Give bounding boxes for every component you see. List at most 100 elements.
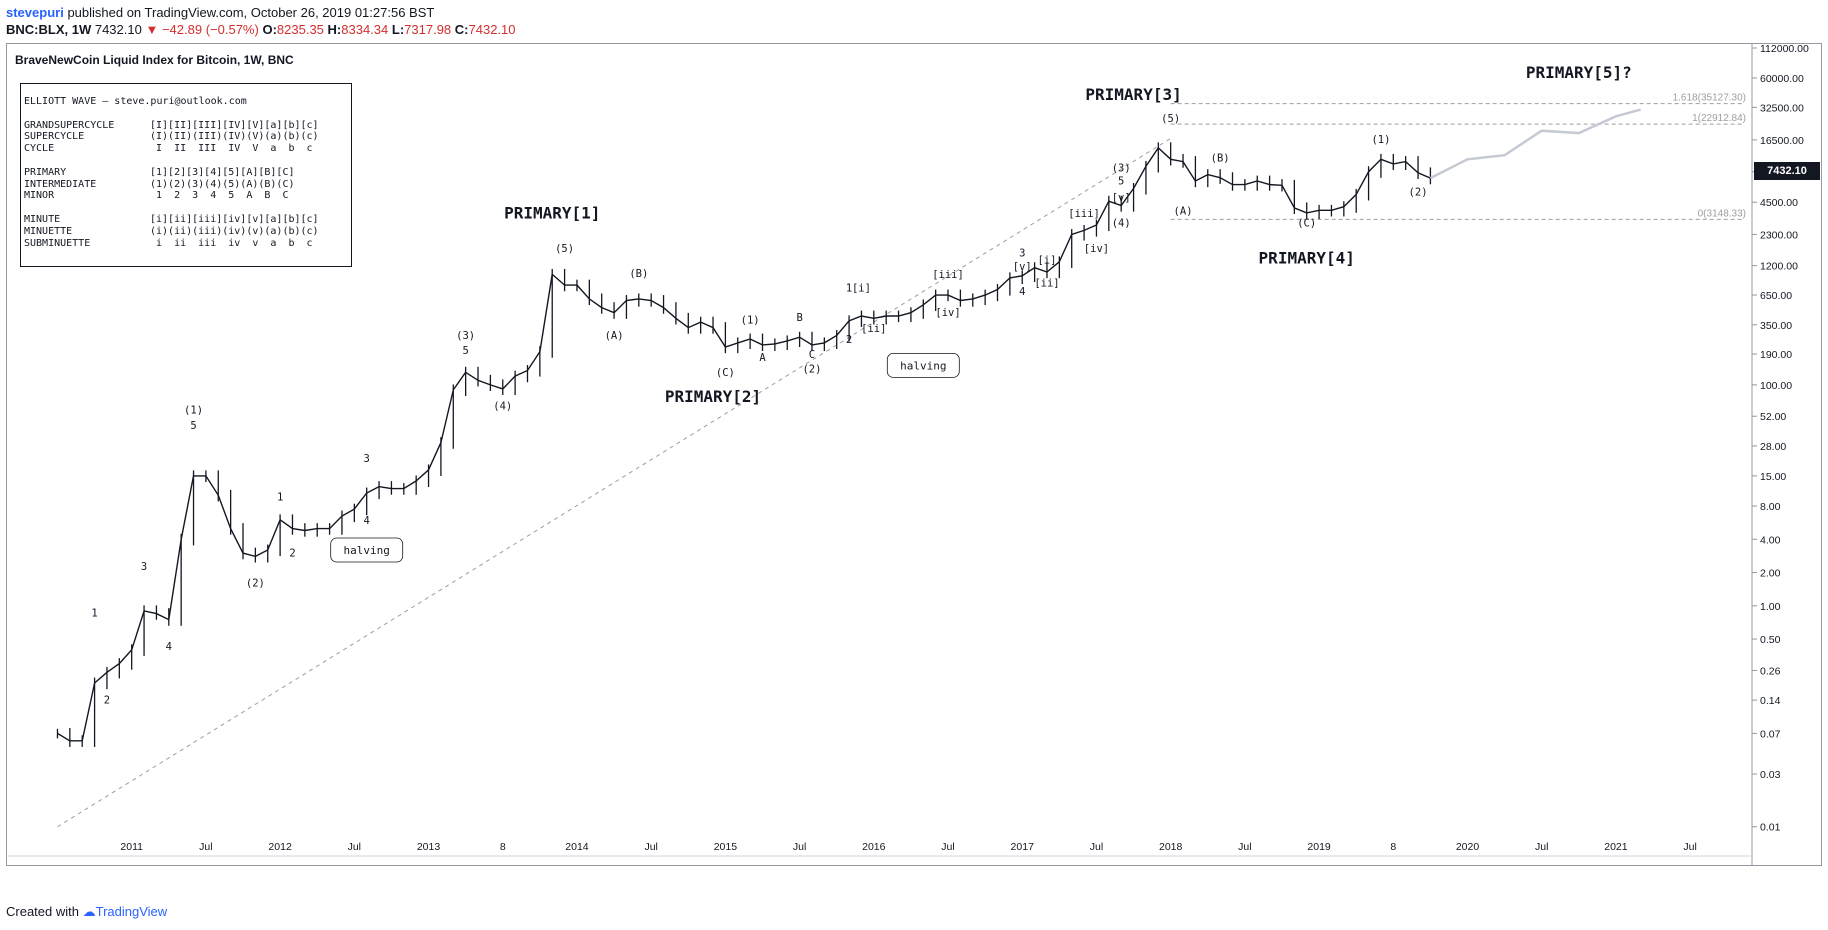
x-tick-label: Jul [1683, 841, 1696, 853]
wave-count-label: 1 [91, 608, 97, 620]
wave-count-label: (C) [1297, 218, 1316, 230]
tradingview-link[interactable]: TradingView [95, 904, 168, 919]
y-tick-label: 0.26 [1760, 665, 1781, 677]
y-tick-label: 15.00 [1760, 471, 1786, 483]
wave-count-label: (2) [1409, 186, 1428, 198]
down-arrow-icon: ▼ [145, 22, 159, 37]
low-label: L: [391, 22, 405, 37]
wave-count-label: (1) [1371, 134, 1390, 146]
open-value: 8235.35 [276, 22, 324, 37]
halving-callout-label: halving [344, 544, 390, 557]
y-tick-label: 0.03 [1760, 769, 1781, 781]
wave-count-label: (3) [456, 330, 475, 342]
x-tick-label: 8 [1390, 841, 1396, 853]
legend-row: MINOR 1 2 3 4 5 A B C [24, 190, 289, 202]
y-tick-label: 28.00 [1760, 441, 1786, 453]
wave-count-label: 5 [1118, 176, 1124, 188]
wave-count-label: 3 [1019, 248, 1025, 260]
y-tick-label: 190.00 [1760, 349, 1792, 361]
wave-count-label: B [796, 312, 802, 324]
y-tick-label: 1200.00 [1760, 261, 1798, 273]
y-tick-label: 16500.00 [1760, 135, 1804, 147]
halving-callout-label: halving [900, 359, 946, 372]
wave-count-label: 4 [166, 641, 172, 653]
last-price-badge: 7432.10 [1754, 162, 1820, 180]
elliott-wave-legend: ELLIOTT WAVE — steve.puri@outlook.com GR… [20, 83, 352, 267]
projection-line [1429, 108, 1642, 180]
high-label: H: [327, 22, 342, 37]
wave-count-label: 2 [104, 695, 110, 707]
wave-count-label: (A) [1174, 205, 1193, 217]
close-label: C: [454, 22, 469, 37]
x-tick-label: Jul [1535, 841, 1548, 853]
wave-count-label: 3 [141, 561, 147, 573]
x-tick-label: 2016 [862, 841, 886, 853]
x-tick-label: Jul [348, 841, 361, 853]
tradingview-logo-icon[interactable]: ☁ [82, 904, 96, 919]
last-price: 7432.10 [94, 22, 142, 37]
wave-count-label: [ii] [861, 323, 886, 335]
symbol-label[interactable]: BNC:BLX, 1W [6, 22, 92, 37]
legend-row: INTERMEDIATE (1)(2)(3)(4)(5)(A)(B)(C) [24, 178, 295, 190]
wave-count-label: [v] [1013, 261, 1032, 273]
wave-count-label: (4) [1112, 218, 1131, 230]
wave-count-label: 4 [364, 515, 370, 527]
legend-row: SUPERCYCLE (I)(II)(III)(IV)(V)(a)(b)(c) [24, 131, 319, 143]
x-tick-label: 2012 [268, 841, 292, 853]
halving-callout-box [886, 353, 960, 378]
y-tick-label: 2300.00 [1760, 229, 1798, 241]
legend-title: ELLIOTT WAVE — steve.puri@outlook.com [24, 96, 247, 107]
x-tick-label: Jul [199, 841, 212, 853]
wave-count-label: 1 [846, 282, 852, 294]
wave-count-label: A [759, 352, 766, 364]
created-with-label: Created with [6, 904, 79, 919]
y-tick-label: 52.00 [1760, 411, 1786, 423]
x-tick-label: Jul [1090, 841, 1103, 853]
wave-count-label: (5) [555, 243, 574, 255]
halving-callout-box [330, 537, 404, 563]
open-label: O: [262, 22, 277, 37]
wave-count-label: (4) [493, 400, 512, 412]
y-tick-label: 0.14 [1760, 695, 1781, 707]
wave-count-label: (1) [184, 405, 203, 417]
fib-level-label: 1(22912.84) [1692, 113, 1746, 124]
wave-count-label: 2 [846, 334, 852, 346]
fib-level-label: 0(3148.33) [1698, 208, 1746, 219]
x-tick-label: 2014 [565, 841, 589, 853]
y-tick-label: 32500.00 [1760, 102, 1804, 114]
wave-title-label: PRIMARY[1] [504, 204, 600, 223]
legend-row: GRANDSUPERCYCLE [I][II][III][IV][V][a][b]… [24, 119, 319, 131]
wave-count-label: (5) [1161, 113, 1180, 125]
x-tick-label: 2013 [417, 841, 441, 853]
legend-row: PRIMARY [1][2][3][4][5][A][B][C] [24, 166, 295, 178]
close-value: 7432.10 [468, 22, 516, 37]
wave-count-label: (2) [802, 363, 821, 375]
wave-title-label: PRIMARY[5]? [1526, 63, 1632, 82]
wave-count-label: [iv] [1084, 243, 1109, 255]
wave-count-label: (B) [1211, 153, 1230, 165]
wave-count-label: [i] [1037, 255, 1056, 267]
publish-header: stevepuri published on TradingView.com, … [6, 5, 434, 20]
x-tick-label: 2011 [120, 841, 143, 853]
y-tick-label: 112000.00 [1760, 43, 1809, 55]
published-text: published on TradingView.com, October 26… [67, 5, 435, 20]
wave-count-label: [ii] [1034, 277, 1059, 289]
x-tick-label: Jul [941, 841, 954, 853]
y-tick-label: 4.00 [1760, 534, 1781, 546]
legend-row: SUBMINUETTE i ii iii iv v a b c [24, 237, 313, 249]
x-tick-label: 2019 [1307, 841, 1331, 853]
y-tick-label: 1.00 [1760, 601, 1781, 613]
wave-count-label: [iv] [935, 307, 960, 319]
wave-count-label: C [809, 349, 815, 361]
wave-count-label: (B) [629, 268, 648, 280]
chart-frame[interactable] [6, 43, 1822, 866]
y-tick-label: 2.00 [1760, 568, 1781, 580]
wave-count-label: [iii] [932, 269, 964, 281]
author-link[interactable]: stevepuri [6, 5, 64, 20]
price-line [57, 146, 1431, 742]
wave-count-label: 3 [364, 453, 370, 465]
y-tick-label: 0.50 [1760, 634, 1781, 646]
wave-count-label: 4 [1019, 286, 1025, 298]
low-value: 7317.98 [404, 22, 452, 37]
